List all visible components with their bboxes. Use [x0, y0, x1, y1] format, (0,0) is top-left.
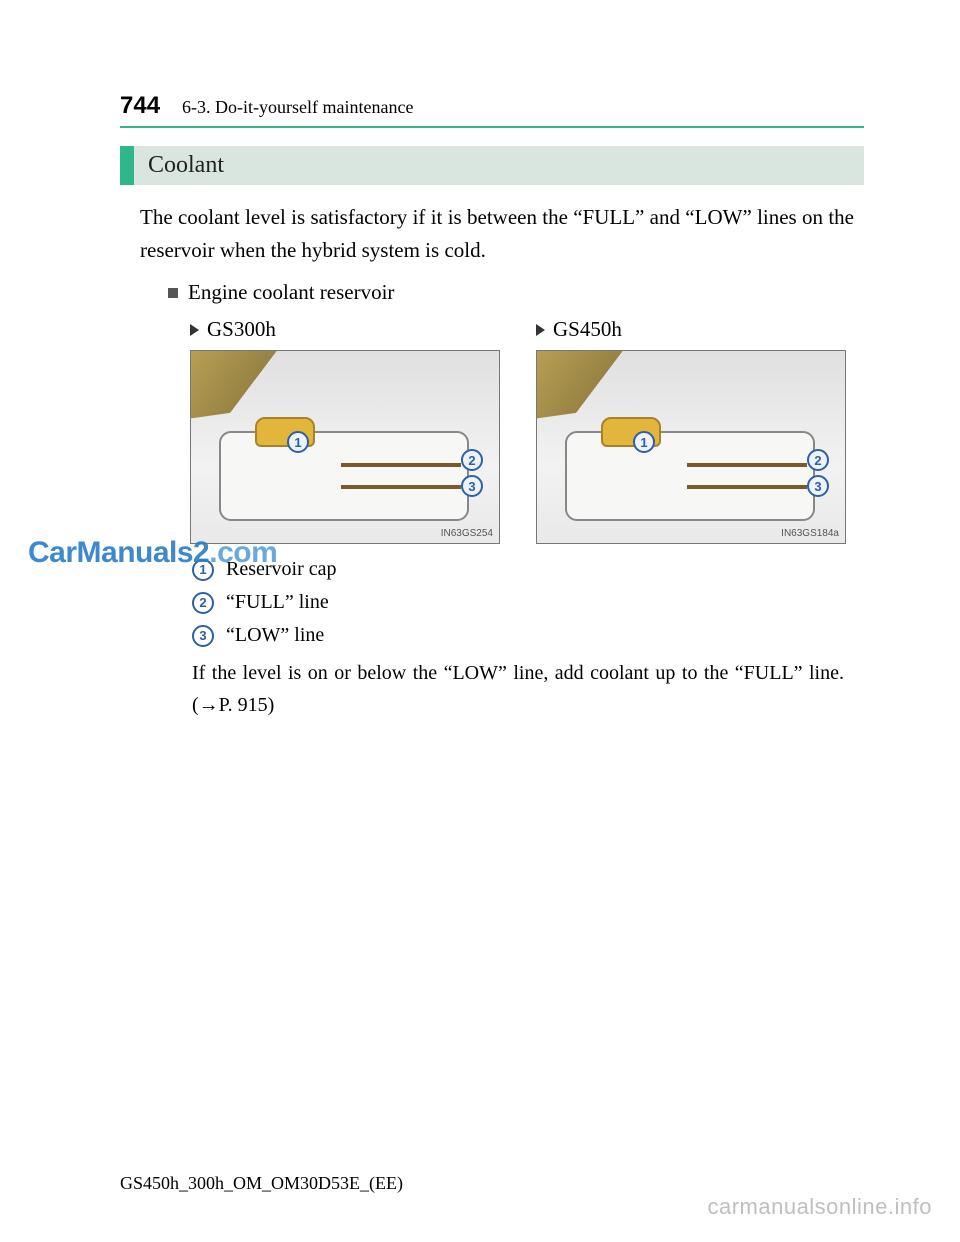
callout-1: 1	[287, 431, 309, 453]
legend-text-2: “FULL” line	[226, 591, 329, 614]
engine-graphic	[536, 350, 651, 419]
legend-item-3: 3 “LOW” line	[192, 624, 864, 647]
triangle-bullet-icon	[536, 324, 545, 336]
triangle-bullet-icon	[190, 324, 199, 336]
legend-item-2: 2 “FULL” line	[192, 591, 864, 614]
model-name-right: GS450h	[553, 317, 622, 342]
square-bullet-icon	[168, 288, 178, 298]
page-number: 744	[120, 92, 160, 120]
model-figures-row: GS300h 1 2 3 IN63GS254 GS450h	[190, 317, 864, 544]
watermark-carmanualsonline: carmanualsonline.info	[707, 1194, 932, 1220]
legend-badge-2: 2	[192, 592, 214, 614]
section-accent	[120, 146, 134, 185]
model-label-left: GS300h	[190, 317, 518, 342]
figure-reference-left: IN63GS254	[441, 528, 493, 539]
model-column-left: GS300h 1 2 3 IN63GS254	[190, 317, 518, 544]
legend-text-3: “LOW” line	[226, 624, 324, 647]
intro-paragraph: The coolant level is satisfactory if it …	[140, 201, 854, 266]
section-title: Coolant	[134, 146, 864, 185]
figure-legend: 1 Reservoir cap 2 “FULL” line 3 “LOW” li…	[192, 558, 864, 647]
callout-2: 2	[807, 449, 829, 471]
figure-gs300h: 1 2 3 IN63GS254	[190, 350, 500, 544]
chapter-title: 6-3. Do-it-yourself maintenance	[182, 97, 413, 118]
legend-badge-3: 3	[192, 625, 214, 647]
figure-gs450h: 1 2 3 IN63GS184a	[536, 350, 846, 544]
model-name-left: GS300h	[207, 317, 276, 342]
callout-3: 3	[461, 475, 483, 497]
full-line-graphic	[687, 463, 807, 467]
watermark-left-b: .com	[209, 536, 277, 569]
figure-reference-right: IN63GS184a	[781, 528, 839, 539]
page-header: 744 6-3. Do-it-yourself maintenance	[120, 92, 864, 120]
instruction-note: If the level is on or below the “LOW” li…	[192, 657, 844, 721]
legend-item-1: 1 Reservoir cap	[192, 558, 864, 581]
document-footer: GS450h_300h_OM_OM30D53E_(EE)	[120, 1173, 403, 1194]
callout-1: 1	[633, 431, 655, 453]
watermark-carmanuals2: CarManuals2.com	[28, 536, 277, 570]
model-label-right: GS450h	[536, 317, 864, 342]
callout-3: 3	[807, 475, 829, 497]
manual-page: 744 6-3. Do-it-yourself maintenance Cool…	[0, 0, 960, 1242]
callout-2: 2	[461, 449, 483, 471]
subheading-text: Engine coolant reservoir	[188, 280, 394, 305]
header-rule	[120, 126, 864, 128]
low-line-graphic	[687, 485, 807, 489]
full-line-graphic	[341, 463, 461, 467]
model-column-right: GS450h 1 2 3 IN63GS184a	[536, 317, 864, 544]
watermark-left-a: CarManuals2	[28, 536, 209, 569]
section-heading-bar: Coolant	[120, 146, 864, 185]
low-line-graphic	[341, 485, 461, 489]
engine-graphic	[190, 350, 305, 419]
subheading: Engine coolant reservoir	[168, 280, 864, 305]
